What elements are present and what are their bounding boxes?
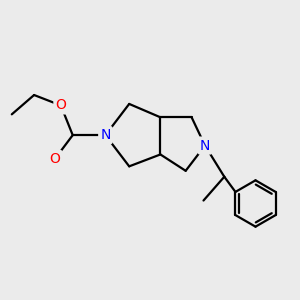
Text: N: N: [200, 139, 210, 152]
Text: N: N: [100, 128, 111, 142]
Text: O: O: [56, 98, 66, 112]
Text: O: O: [50, 152, 60, 166]
